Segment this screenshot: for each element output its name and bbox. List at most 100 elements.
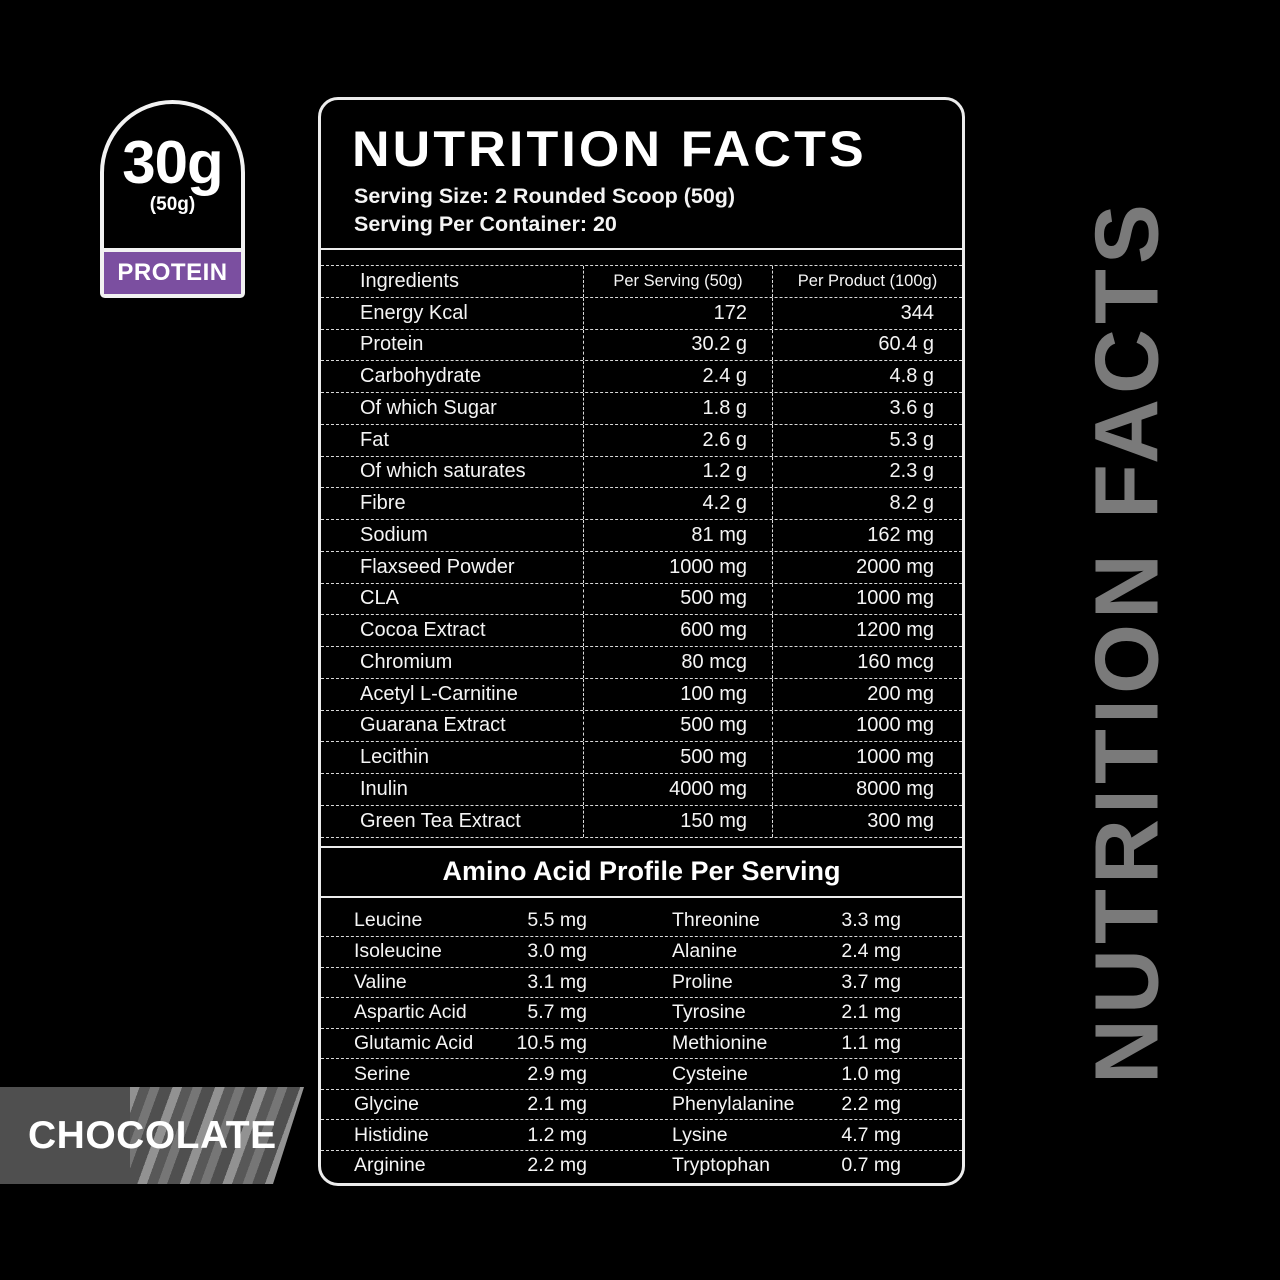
amino-name: Glutamic Acid xyxy=(354,1031,474,1054)
ingredient-value: 1.2 g xyxy=(583,456,772,488)
ingredients-rows: Energy Kcal 172 344 Protein 30.2 g 60.4 g Carb… xyxy=(321,296,962,837)
amino-value: 1.1 mg xyxy=(841,1031,901,1054)
vertical-side-text: NUTRITION FACTS xyxy=(1077,199,1178,1084)
amino-row: Isoleucine 3.0 mg Alanine 2.4 mg xyxy=(321,936,962,967)
ingredient-value: 2.4 g xyxy=(583,361,772,392)
amino-row: Valine 3.1 mg Proline 3.7 mg xyxy=(321,966,962,998)
amino-name: Cysteine xyxy=(672,1062,748,1085)
table-row: Protein 30.2 g 60.4 g xyxy=(321,328,962,361)
serving-size-text: Serving Size: 2 Rounded Scoop (50g) xyxy=(354,184,736,208)
amino-value: 3.1 mg xyxy=(527,970,587,993)
ingredients-header-row: Ingredients Per Serving (50g) Per Produc… xyxy=(321,265,962,297)
amino-row: Leucine 5.5 mg Threonine 3.3 mg xyxy=(321,906,962,937)
ingredient-value: 3.6 g xyxy=(772,393,962,424)
ingredient-value: 500 mg xyxy=(583,710,772,742)
ingredient-value: 60.4 g xyxy=(772,329,962,361)
amino-acid-table: Leucine 5.5 mg Threonine 3.3 mg Isoleucine 3.… xyxy=(321,906,962,1184)
amino-name: Tryptophan xyxy=(672,1154,770,1177)
table-row: Of which saturates 1.2 g 2.3 g xyxy=(321,455,962,488)
ingredient-name: Fat xyxy=(360,428,389,451)
ingredient-value: 8.2 g xyxy=(772,488,962,519)
amino-row: Glycine 2.1 mg Phenylalanine 2.2 mg xyxy=(321,1088,962,1120)
amino-row: Glutamic Acid 10.5 mg Methionine 1.1 mg xyxy=(321,1027,962,1059)
ingredient-name: Fibre xyxy=(360,492,406,515)
amino-value: 3.0 mg xyxy=(527,940,587,963)
amino-name: Arginine xyxy=(354,1154,426,1177)
amino-name: Proline xyxy=(672,970,733,993)
table-row: Chromium 80 mcg 160 mcg xyxy=(321,646,962,678)
amino-name: Glycine xyxy=(354,1093,420,1116)
amino-value: 1.0 mg xyxy=(841,1062,901,1085)
table-row: Inulin 4000 mg 8000 mg xyxy=(321,773,962,805)
table-row: Cocoa Extract 600 mg 1200 mg xyxy=(321,614,962,646)
amino-value: 2.1 mg xyxy=(841,1001,901,1024)
nutrition-facts-panel: NUTRITION FACTS Serving Size: 2 Rounded … xyxy=(318,97,965,1186)
ingredient-name: Acetyl L-Carnitine xyxy=(360,682,518,705)
ingredient-value: 4.8 g xyxy=(772,361,962,392)
ingredient-value: 500 mg xyxy=(583,583,772,615)
table-row: Fibre 4.2 g 8.2 g xyxy=(321,487,962,519)
ingredient-value: 2.3 g xyxy=(772,456,962,488)
ingredient-value: 2.6 g xyxy=(583,424,772,456)
amino-value: 2.9 mg xyxy=(527,1062,587,1085)
amino-value: 2.1 mg xyxy=(527,1093,587,1116)
amino-name: Phenylalanine xyxy=(672,1093,795,1116)
amino-row: Serine 2.9 mg Cysteine 1.0 mg xyxy=(321,1058,962,1089)
ingredient-value: 1000 mg xyxy=(772,583,962,615)
ingredient-value: 300 mg xyxy=(772,805,962,837)
table-row: CLA 500 mg 1000 mg xyxy=(321,582,962,615)
header-per-serving: Per Serving (50g) xyxy=(583,266,772,297)
table-row: Flaxseed Powder 1000 mg 2000 mg xyxy=(321,550,962,583)
table-row: Guarana Extract 500 mg 1000 mg xyxy=(321,709,962,742)
ingredient-name: Of which Sugar xyxy=(360,396,497,419)
ingredient-value: 4.2 g xyxy=(583,488,772,519)
header-per-product: Per Product (100g) xyxy=(772,266,962,297)
amino-value: 2.4 mg xyxy=(841,940,901,963)
protein-strip: PROTEIN xyxy=(104,248,241,294)
amino-name: Methionine xyxy=(672,1031,768,1054)
protein-badge: 30g (50g) PROTEIN xyxy=(100,100,245,298)
amino-name: Tyrosine xyxy=(672,1001,746,1024)
amino-name: Leucine xyxy=(354,909,423,932)
amino-row: Arginine 2.2 mg Tryptophan 0.7 mg xyxy=(321,1149,962,1181)
spacer xyxy=(321,898,962,906)
protein-per-serving: (50g) xyxy=(149,194,196,215)
ingredient-name: Guarana Extract xyxy=(360,714,506,737)
amino-value: 5.7 mg xyxy=(527,1001,587,1024)
ingredient-value: 100 mg xyxy=(583,678,772,710)
amino-value: 4.7 mg xyxy=(841,1123,901,1146)
amino-acid-title: Amino Acid Profile Per Serving xyxy=(442,856,841,886)
amino-name: Valine xyxy=(354,970,407,993)
spacer xyxy=(321,250,962,265)
amino-name: Aspartic Acid xyxy=(354,1001,467,1024)
amino-row: Aspartic Acid 5.7 mg Tyrosine 2.1 mg xyxy=(321,997,962,1028)
ingredient-name: Chromium xyxy=(360,650,453,673)
amino-value: 5.5 mg xyxy=(527,909,587,932)
servings-per-container-text: Serving Per Container: 20 xyxy=(354,212,617,236)
ingredients-table: Ingredients Per Serving (50g) Per Produc… xyxy=(321,265,962,838)
flavor-banner: CHOCOLATE xyxy=(0,1087,304,1184)
ingredient-name: Cocoa Extract xyxy=(360,619,486,642)
ingredient-name: Protein xyxy=(360,333,424,356)
ingredient-name: Carbohydrate xyxy=(360,365,482,388)
ingredient-value: 160 mcg xyxy=(772,647,962,678)
ingredient-value: 8000 mg xyxy=(772,774,962,805)
table-row: Lecithin 500 mg 1000 mg xyxy=(321,741,962,773)
amino-value: 1.2 mg xyxy=(527,1123,587,1146)
table-row: Sodium 81 mg 162 mg xyxy=(321,519,962,551)
ingredient-value: 162 mg xyxy=(772,520,962,551)
amino-name: Isoleucine xyxy=(354,940,442,963)
ingredient-value: 2000 mg xyxy=(772,551,962,583)
table-row: Of which Sugar 1.8 g 3.6 g xyxy=(321,392,962,424)
amino-value: 2.2 mg xyxy=(527,1154,587,1177)
ingredient-value: 344 xyxy=(772,297,962,329)
ingredient-value: 1.8 g xyxy=(583,393,772,424)
table-row: Green Tea Extract 150 mg 300 mg xyxy=(321,804,962,837)
ingredient-value: 172 xyxy=(583,297,772,329)
amino-row: Histidine 1.2 mg Lysine 4.7 mg xyxy=(321,1119,962,1150)
panel-title: NUTRITION FACTS xyxy=(352,121,867,177)
ingredient-name: Inulin xyxy=(360,777,408,800)
ingredient-name: Lecithin xyxy=(360,746,429,769)
amino-name: Threonine xyxy=(672,909,760,932)
protein-amount: 30g xyxy=(122,129,223,196)
